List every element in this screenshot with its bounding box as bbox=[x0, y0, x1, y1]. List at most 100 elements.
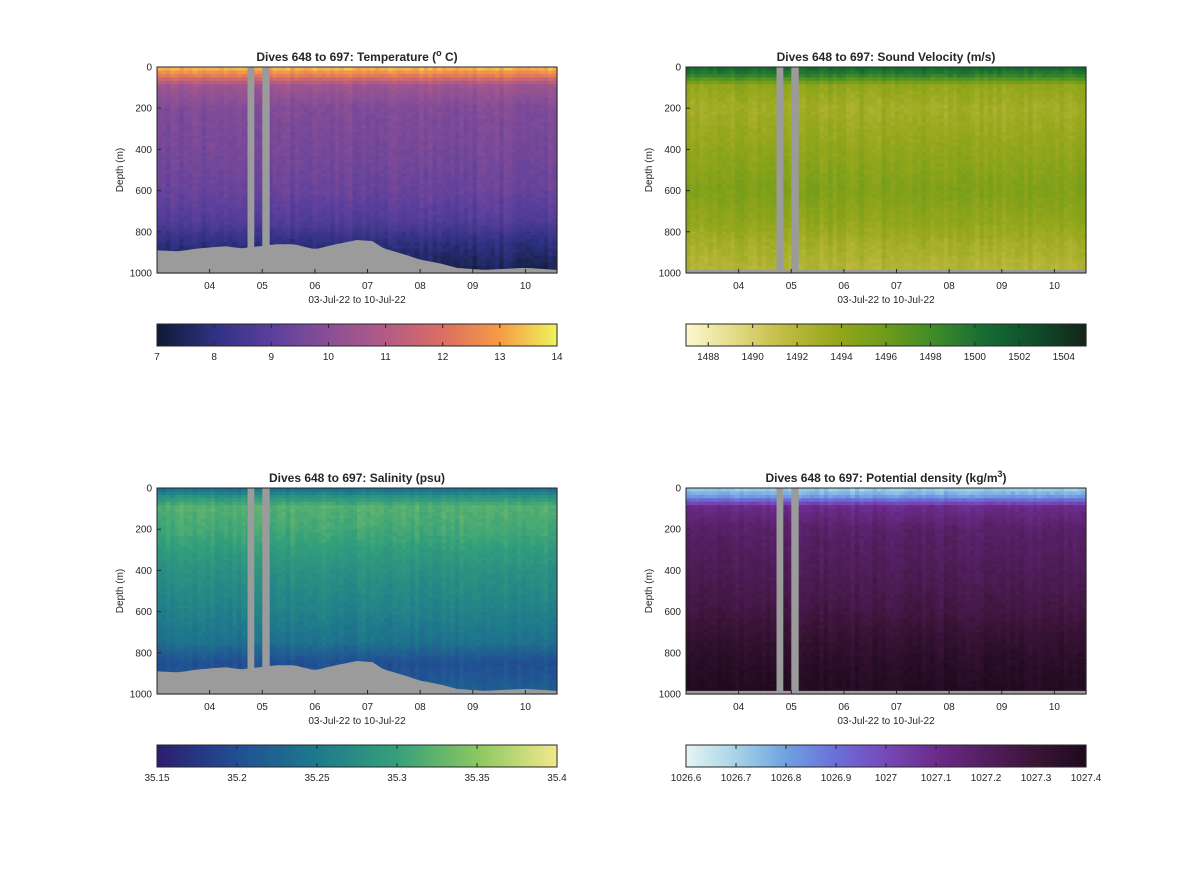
heatmap-cell bbox=[281, 159, 287, 164]
heatmap-cell bbox=[321, 135, 327, 140]
heatmap-cell bbox=[521, 248, 527, 253]
heatmap-cell bbox=[321, 194, 327, 199]
heatmap-cell bbox=[503, 200, 509, 205]
heatmap-cell bbox=[521, 224, 527, 229]
heatmap-cell bbox=[441, 94, 447, 99]
heatmap-cell bbox=[365, 194, 371, 199]
heatmap-cell bbox=[477, 211, 483, 216]
heatmap-cell bbox=[512, 118, 518, 123]
heatmap-cell bbox=[405, 187, 411, 192]
heatmap-cell bbox=[503, 135, 509, 140]
heatmap-cell bbox=[290, 200, 296, 205]
heatmap-cell bbox=[325, 91, 331, 96]
heatmap-cell bbox=[437, 70, 443, 75]
heatmap-cell bbox=[277, 224, 283, 229]
heatmap-cell bbox=[241, 125, 247, 130]
heatmap-cell bbox=[183, 183, 189, 188]
heatmap-cell bbox=[281, 77, 287, 82]
heatmap-cell bbox=[317, 197, 323, 202]
heatmap-cell bbox=[321, 80, 327, 85]
heatmap-cell bbox=[499, 204, 505, 209]
heatmap-cell bbox=[485, 101, 491, 106]
heatmap-cell bbox=[161, 200, 167, 205]
heatmap-cell bbox=[259, 111, 265, 116]
heatmap-cell bbox=[170, 108, 176, 113]
heatmap-cell bbox=[494, 125, 500, 130]
heatmap-cell bbox=[254, 84, 260, 89]
heatmap-cell bbox=[290, 91, 296, 96]
heatmap-cell bbox=[419, 108, 425, 113]
heatmap-cell bbox=[223, 187, 229, 192]
heatmap-cell bbox=[321, 145, 327, 150]
heatmap-cell bbox=[485, 128, 491, 133]
heatmap-cell bbox=[272, 231, 278, 236]
heatmap-cell bbox=[468, 142, 474, 147]
heatmap-cell bbox=[290, 142, 296, 147]
heatmap-cell bbox=[459, 108, 465, 113]
heatmap-cell bbox=[445, 214, 451, 219]
heatmap-cell bbox=[268, 118, 274, 123]
heatmap-cell bbox=[303, 194, 309, 199]
heatmap-cell bbox=[165, 111, 171, 116]
heatmap-cell bbox=[357, 187, 363, 192]
heatmap-cell bbox=[414, 204, 420, 209]
heatmap-cell bbox=[454, 194, 460, 199]
heatmap-cell bbox=[405, 70, 411, 75]
heatmap-cell bbox=[468, 259, 474, 264]
heatmap-cell bbox=[325, 218, 331, 223]
heatmap-cell bbox=[188, 115, 194, 120]
heatmap-cell bbox=[170, 238, 176, 243]
heatmap-cell bbox=[459, 235, 465, 240]
heatmap-cell bbox=[388, 121, 394, 126]
heatmap-cell bbox=[357, 73, 363, 78]
heatmap-cell bbox=[361, 73, 367, 78]
heatmap-cell bbox=[517, 163, 523, 168]
heatmap-cell bbox=[339, 77, 345, 82]
heatmap-cell bbox=[423, 231, 429, 236]
heatmap-cell bbox=[428, 231, 434, 236]
heatmap-cell bbox=[277, 197, 283, 202]
heatmap-cell bbox=[499, 84, 505, 89]
heatmap-cell bbox=[205, 84, 211, 89]
heatmap-cell bbox=[312, 245, 318, 250]
heatmap-cell bbox=[503, 224, 509, 229]
heatmap-cell bbox=[219, 80, 225, 85]
heatmap-cell bbox=[219, 166, 225, 171]
heatmap-cell bbox=[445, 94, 451, 99]
heatmap-cell bbox=[303, 149, 309, 154]
heatmap-cell bbox=[241, 111, 247, 116]
heatmap-cell bbox=[521, 70, 527, 75]
heatmap-cell bbox=[197, 163, 203, 168]
heatmap-cell bbox=[312, 194, 318, 199]
heatmap-cell bbox=[441, 77, 447, 82]
heatmap-cell bbox=[374, 121, 380, 126]
heatmap-cell bbox=[401, 73, 407, 78]
heatmap-cell bbox=[214, 87, 220, 92]
heatmap-cell bbox=[437, 135, 443, 140]
heatmap-cell bbox=[237, 67, 243, 72]
heatmap-cell bbox=[317, 190, 323, 195]
heatmap-cell bbox=[370, 145, 376, 150]
heatmap-cell bbox=[463, 94, 469, 99]
heatmap-cell bbox=[521, 101, 527, 106]
heatmap-cell bbox=[343, 73, 349, 78]
heatmap-cell bbox=[330, 194, 336, 199]
heatmap-cell bbox=[410, 173, 416, 178]
heatmap-cell bbox=[259, 176, 265, 181]
heatmap-cell bbox=[517, 142, 523, 147]
heatmap-cell bbox=[468, 231, 474, 236]
heatmap-cell bbox=[237, 194, 243, 199]
heatmap-cell bbox=[397, 156, 403, 161]
heatmap-cell bbox=[228, 194, 234, 199]
heatmap-cell bbox=[450, 111, 456, 116]
heatmap-cell bbox=[485, 197, 491, 202]
heatmap-cell bbox=[388, 204, 394, 209]
heatmap-cell bbox=[201, 163, 207, 168]
heatmap-cell bbox=[401, 218, 407, 223]
heatmap-cell bbox=[494, 221, 500, 226]
heatmap-cell bbox=[210, 238, 216, 243]
heatmap-cell bbox=[188, 242, 194, 247]
heatmap-cell bbox=[237, 80, 243, 85]
heatmap-cell bbox=[308, 142, 314, 147]
heatmap-cell bbox=[317, 97, 323, 102]
